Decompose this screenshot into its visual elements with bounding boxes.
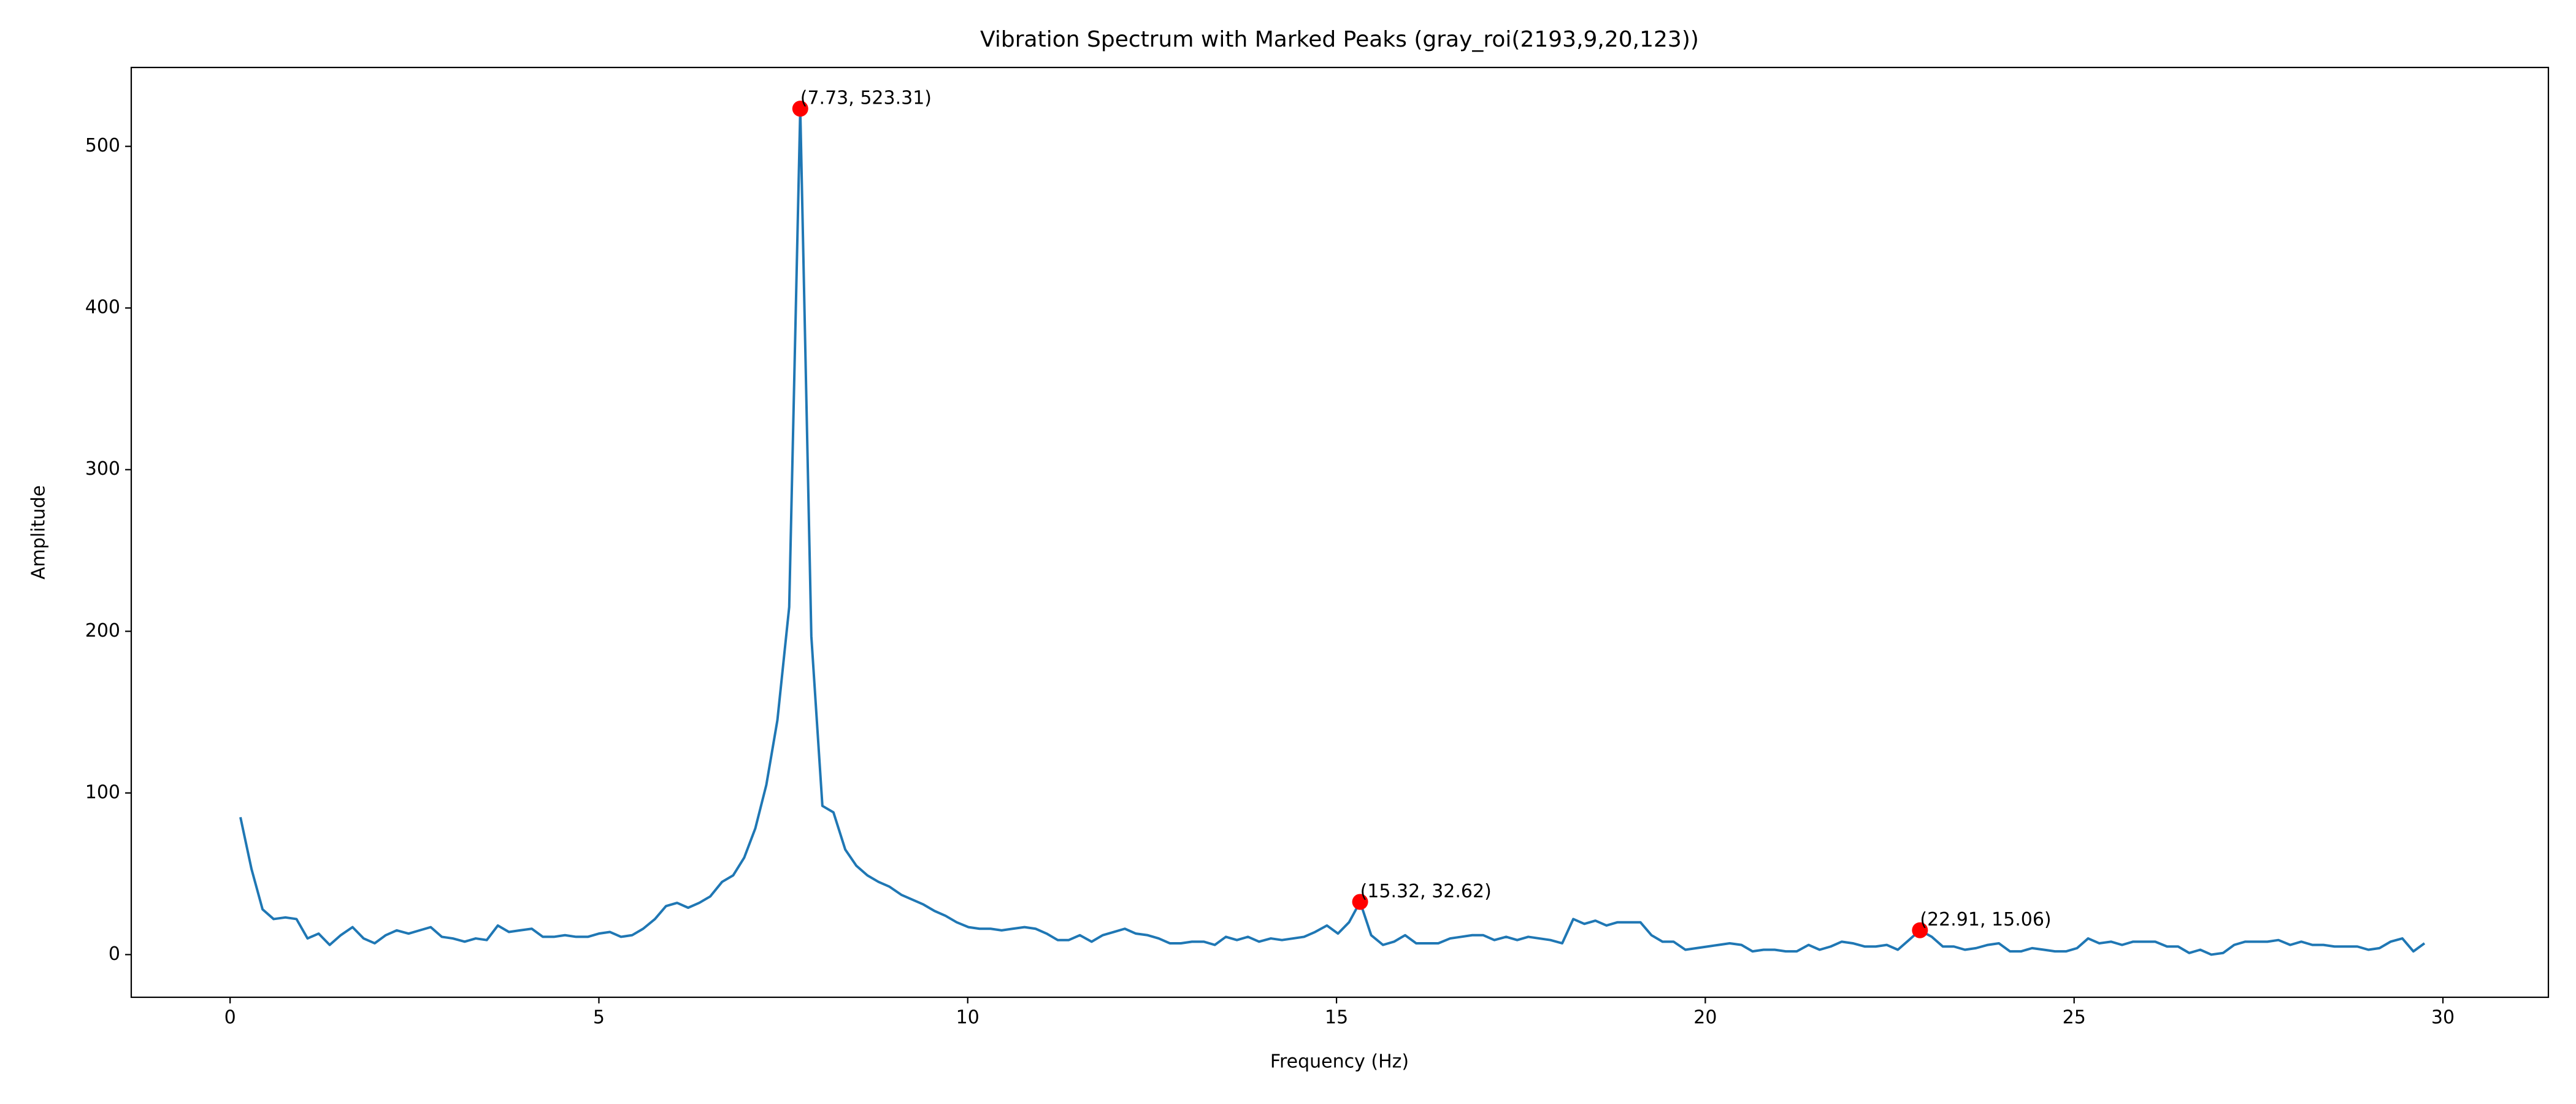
x-tick-label: 5 bbox=[593, 1007, 605, 1029]
y-tick-label: 100 bbox=[85, 781, 120, 803]
peak-marker bbox=[792, 101, 808, 117]
axes-frame bbox=[130, 66, 2550, 999]
x-tick-label: 30 bbox=[2431, 1007, 2455, 1029]
y-tick-label: 500 bbox=[85, 135, 120, 156]
spectrum-line bbox=[239, 107, 2426, 956]
x-axis-label: Frequency (Hz) bbox=[1270, 1051, 1409, 1073]
x-tick-label: 15 bbox=[1325, 1007, 1348, 1029]
y-tick-label: 300 bbox=[85, 458, 120, 480]
x-tick-label: 0 bbox=[224, 1007, 236, 1029]
y-tick-label: 200 bbox=[85, 620, 120, 642]
peak-marker bbox=[1352, 894, 1368, 910]
x-tick-label: 20 bbox=[1693, 1007, 1717, 1029]
y-tick-label: 0 bbox=[109, 943, 120, 965]
peak-label: (7.73, 523.31) bbox=[800, 88, 932, 109]
x-tick-label: 10 bbox=[956, 1007, 979, 1029]
y-axis-label: Amplitude bbox=[28, 485, 50, 580]
x-tick-label: 25 bbox=[2063, 1007, 2086, 1029]
peak-label: (15.32, 32.62) bbox=[1360, 881, 1492, 902]
y-tick-label: 400 bbox=[85, 297, 120, 318]
chart-title: Vibration Spectrum with Marked Peaks (gr… bbox=[980, 27, 1699, 52]
peak-marker bbox=[1912, 922, 1928, 938]
peak-label: (22.91, 15.06) bbox=[1920, 909, 2051, 930]
